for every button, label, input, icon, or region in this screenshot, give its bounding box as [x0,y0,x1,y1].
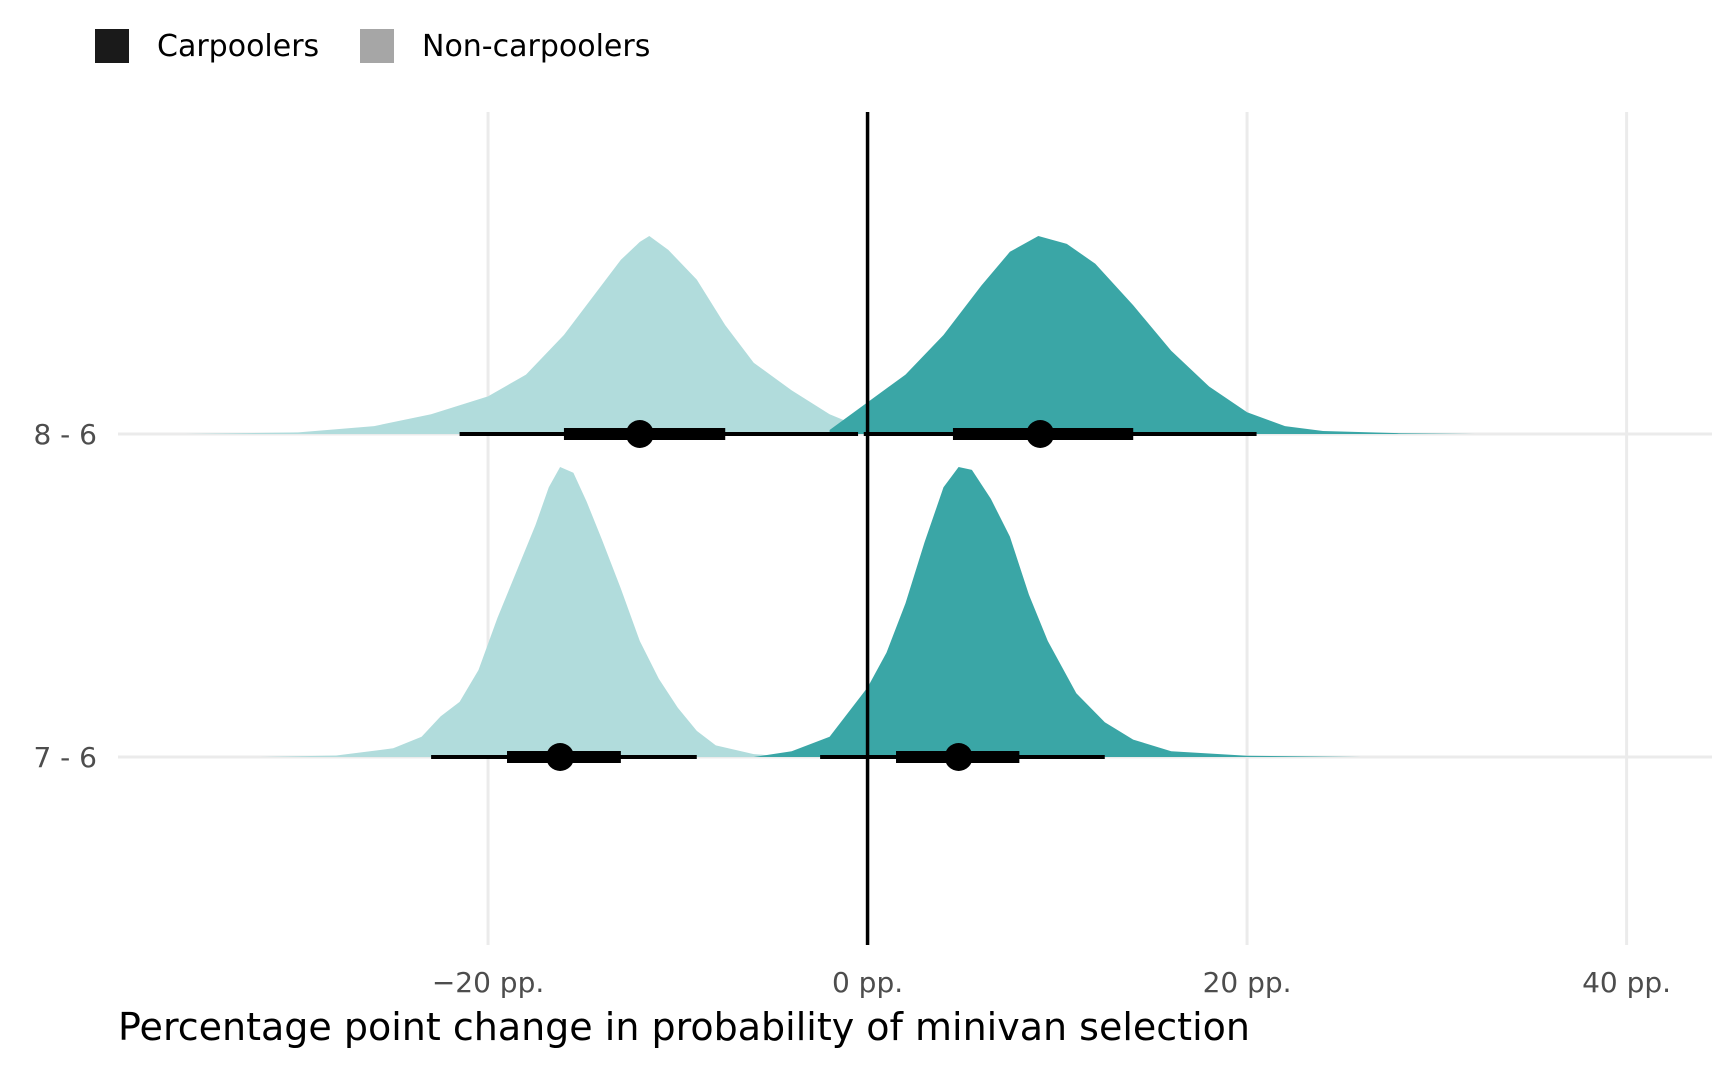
legend-key-non-carpoolers [360,29,394,63]
y-tick-label-8-6: 8 - 6 [33,418,97,451]
point-estimate-carpoolers-8-6 [1026,420,1055,448]
density-layer [184,236,1475,757]
grid-layer [118,112,1712,945]
point-estimate-carpoolers-7-6 [944,743,973,771]
x-tick-label-40-pp: 40 pp. [1582,966,1671,999]
y-axis-labels: 8 - 6 7 - 6 [33,418,97,774]
x-tick-label-20-pp: −20 pp. [432,966,544,999]
legend: Carpoolers Non-carpoolers [95,29,650,64]
point-estimate-non-carpoolers-8-6 [625,420,654,448]
x-tick-label-20-pp: 20 pp. [1203,966,1292,999]
density-non-carpoolers-7-6 [260,467,792,757]
legend-label-non-carpoolers: Non-carpoolers [422,29,650,64]
y-tick-label-7-6: 7 - 6 [33,741,97,774]
density-carpoolers-7-6 [753,467,1361,757]
x-axis-labels: −20 pp. 0 pp. 20 pp. 40 pp. [432,966,1671,999]
x-tick-label-0-pp: 0 pp. [832,966,903,999]
density-carpoolers-8-6 [829,236,1475,434]
interval-layer [431,420,1257,771]
point-estimate-non-carpoolers-7-6 [546,743,575,771]
density-non-carpoolers-8-6 [184,236,868,434]
legend-label-carpoolers: Carpoolers [157,29,319,64]
legend-key-carpoolers [95,29,129,63]
x-axis-title: Percentage point change in probability o… [118,1005,1250,1049]
